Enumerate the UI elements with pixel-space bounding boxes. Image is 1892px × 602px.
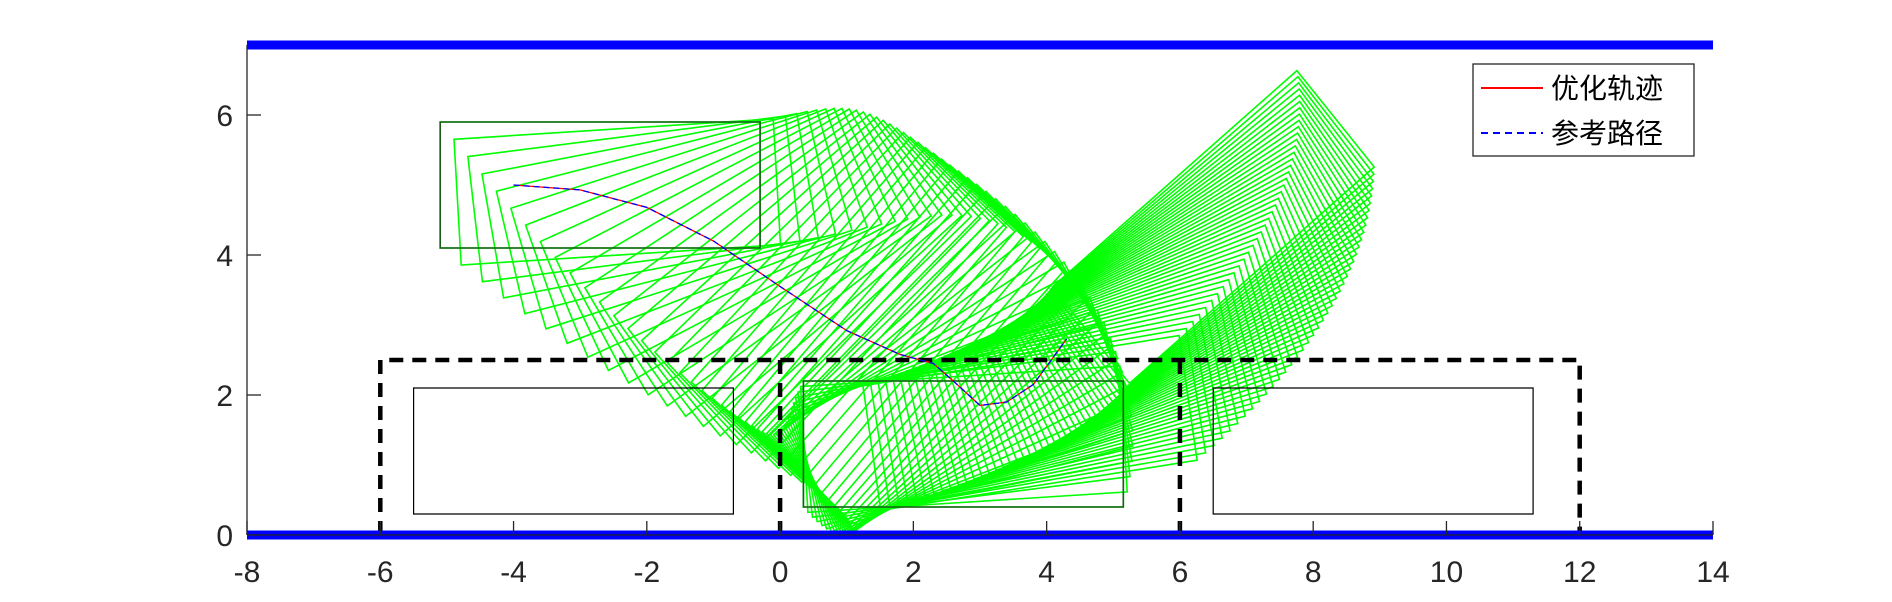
ego-start-pose <box>440 122 760 248</box>
y-tick-label: 6 <box>216 100 233 133</box>
x-tick-label: 4 <box>1038 556 1055 589</box>
x-tick-label: 0 <box>772 556 789 589</box>
x-tick-label: -8 <box>234 556 261 589</box>
x-tick-label: 2 <box>905 556 922 589</box>
x-tick-label: 6 <box>1172 556 1189 589</box>
parked-vehicle-2 <box>1213 388 1533 514</box>
x-tick-label: 14 <box>1696 556 1729 589</box>
parked-vehicle-1 <box>414 388 734 514</box>
x-tick-label: 10 <box>1430 556 1463 589</box>
y-tick-label: 0 <box>216 520 233 553</box>
x-tick-label: 12 <box>1563 556 1596 589</box>
legend: 优化轨迹 参考路径 <box>1473 64 1694 156</box>
ego-footprint <box>482 114 818 298</box>
x-tick-label: 8 <box>1305 556 1322 589</box>
legend-label-reference: 参考路径 <box>1551 117 1663 150</box>
ego-vehicle-footprints <box>440 71 1374 536</box>
legend-label-optimized: 优化轨迹 <box>1551 72 1663 105</box>
x-tick-label: -2 <box>633 556 660 589</box>
y-tick-label: 2 <box>216 380 233 413</box>
x-tick-label: -6 <box>367 556 394 589</box>
ego-footprint <box>440 122 760 248</box>
x-tick-label: -4 <box>500 556 527 589</box>
y-tick-label: 4 <box>216 240 233 273</box>
ego-footprint <box>496 112 835 314</box>
